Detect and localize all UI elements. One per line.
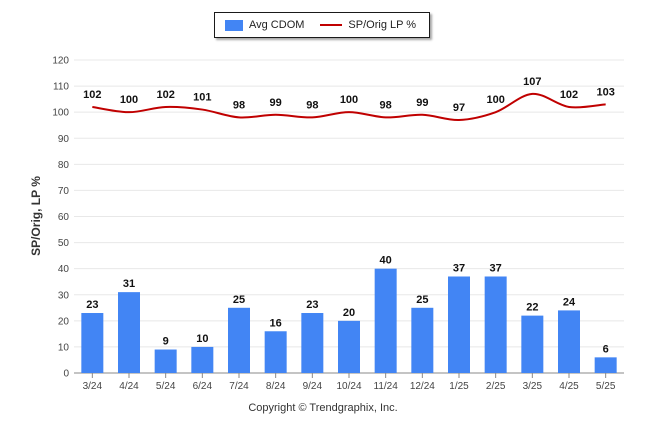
line-data-label: 100 bbox=[120, 94, 138, 106]
chart-legend: Avg CDOM SP/Orig LP % bbox=[214, 12, 430, 38]
bar-data-label: 25 bbox=[233, 294, 245, 306]
bar bbox=[594, 357, 617, 373]
y-tick-label: 50 bbox=[58, 238, 70, 249]
bar bbox=[81, 313, 104, 373]
bar-data-label: 6 bbox=[603, 343, 609, 355]
copyright-text: Copyright © Trendgraphix, Inc. bbox=[248, 402, 398, 414]
legend-line-label: SP/Orig LP % bbox=[348, 19, 417, 31]
bar bbox=[411, 307, 434, 373]
line-data-label: 102 bbox=[560, 89, 578, 101]
bar bbox=[154, 349, 177, 373]
y-tick-label: 40 bbox=[58, 264, 70, 275]
y-tick-label: 30 bbox=[58, 290, 70, 301]
bar-data-label: 22 bbox=[526, 302, 538, 314]
line-data-label: 98 bbox=[306, 99, 318, 111]
bar bbox=[374, 268, 397, 373]
line-series-sp-orig-lp bbox=[92, 92, 606, 121]
x-tick-label: 3/24 bbox=[83, 381, 103, 392]
bar-data-label: 23 bbox=[86, 299, 98, 311]
line-data-label: 100 bbox=[340, 94, 358, 106]
bar-data-label: 25 bbox=[416, 294, 428, 306]
line-data-label: 97 bbox=[453, 102, 465, 114]
bar-data-label: 16 bbox=[270, 317, 282, 329]
bar-data-label: 10 bbox=[196, 333, 208, 345]
x-tick-label: 10/24 bbox=[336, 381, 361, 392]
x-tick-label: 1/25 bbox=[449, 381, 469, 392]
y-tick-label: 110 bbox=[53, 82, 69, 93]
y-tick-label: 80 bbox=[58, 160, 70, 171]
bar bbox=[521, 315, 544, 373]
x-tick-label: 7/24 bbox=[229, 381, 249, 392]
x-tick-label: 5/25 bbox=[596, 381, 616, 392]
y-tick-label: 20 bbox=[58, 316, 70, 327]
bar bbox=[191, 346, 214, 373]
line-data-label: 103 bbox=[596, 86, 614, 98]
line-data-label: 102 bbox=[83, 89, 101, 101]
bar-data-label: 20 bbox=[343, 307, 355, 319]
x-tick-label: 6/24 bbox=[193, 381, 213, 392]
x-tick-label: 12/24 bbox=[410, 381, 435, 392]
line-data-label: 99 bbox=[270, 97, 282, 109]
line-data-label: 102 bbox=[156, 89, 174, 101]
x-tick-label: 2/25 bbox=[486, 381, 506, 392]
line-data-label: 107 bbox=[523, 76, 541, 88]
bar bbox=[228, 307, 250, 373]
bar-data-label: 37 bbox=[453, 262, 465, 274]
bar-data-label: 40 bbox=[380, 255, 392, 267]
x-tick-label: 4/24 bbox=[119, 381, 139, 392]
x-tick-label: 5/24 bbox=[156, 381, 176, 392]
bar-data-label: 23 bbox=[306, 299, 318, 311]
bar bbox=[338, 320, 360, 373]
x-tick-label: 4/25 bbox=[559, 381, 579, 392]
bar-data-label: 24 bbox=[563, 296, 576, 308]
legend-item-avg-cdom[interactable]: Avg CDOM bbox=[225, 19, 304, 31]
line-data-label: 98 bbox=[380, 99, 392, 111]
legend-line-swatch bbox=[320, 24, 343, 26]
y-tick-label: 70 bbox=[58, 186, 70, 197]
line-data-label: 99 bbox=[416, 97, 428, 109]
y-tick-label: 0 bbox=[63, 369, 69, 380]
legend-bar-label: Avg CDOM bbox=[249, 19, 305, 31]
line-data-label: 98 bbox=[233, 99, 245, 111]
x-tick-label: 9/24 bbox=[303, 381, 323, 392]
y-tick-label: 90 bbox=[58, 134, 70, 145]
bar-data-label: 37 bbox=[490, 262, 502, 274]
bar bbox=[448, 276, 470, 373]
y-tick-label: 100 bbox=[52, 108, 69, 119]
line-data-label: 101 bbox=[193, 92, 211, 104]
x-tick-label: 8/24 bbox=[266, 381, 286, 392]
x-tick-label: 11/24 bbox=[374, 381, 399, 392]
y-tick-label: 60 bbox=[58, 212, 70, 223]
bar bbox=[301, 313, 324, 373]
bar-data-label: 31 bbox=[123, 278, 135, 290]
bar bbox=[264, 331, 287, 373]
bar-data-label: 9 bbox=[163, 336, 169, 348]
y-tick-label: 10 bbox=[58, 342, 70, 353]
legend-bar-swatch bbox=[225, 19, 243, 31]
line-data-label: 100 bbox=[486, 94, 504, 106]
bar bbox=[118, 292, 140, 373]
bar bbox=[558, 310, 580, 373]
bar bbox=[484, 276, 507, 373]
y-tick-label: 120 bbox=[52, 56, 69, 67]
legend-item-sp-orig-lp[interactable]: SP/Orig LP % bbox=[320, 19, 416, 31]
x-tick-label: 3/25 bbox=[523, 381, 543, 392]
